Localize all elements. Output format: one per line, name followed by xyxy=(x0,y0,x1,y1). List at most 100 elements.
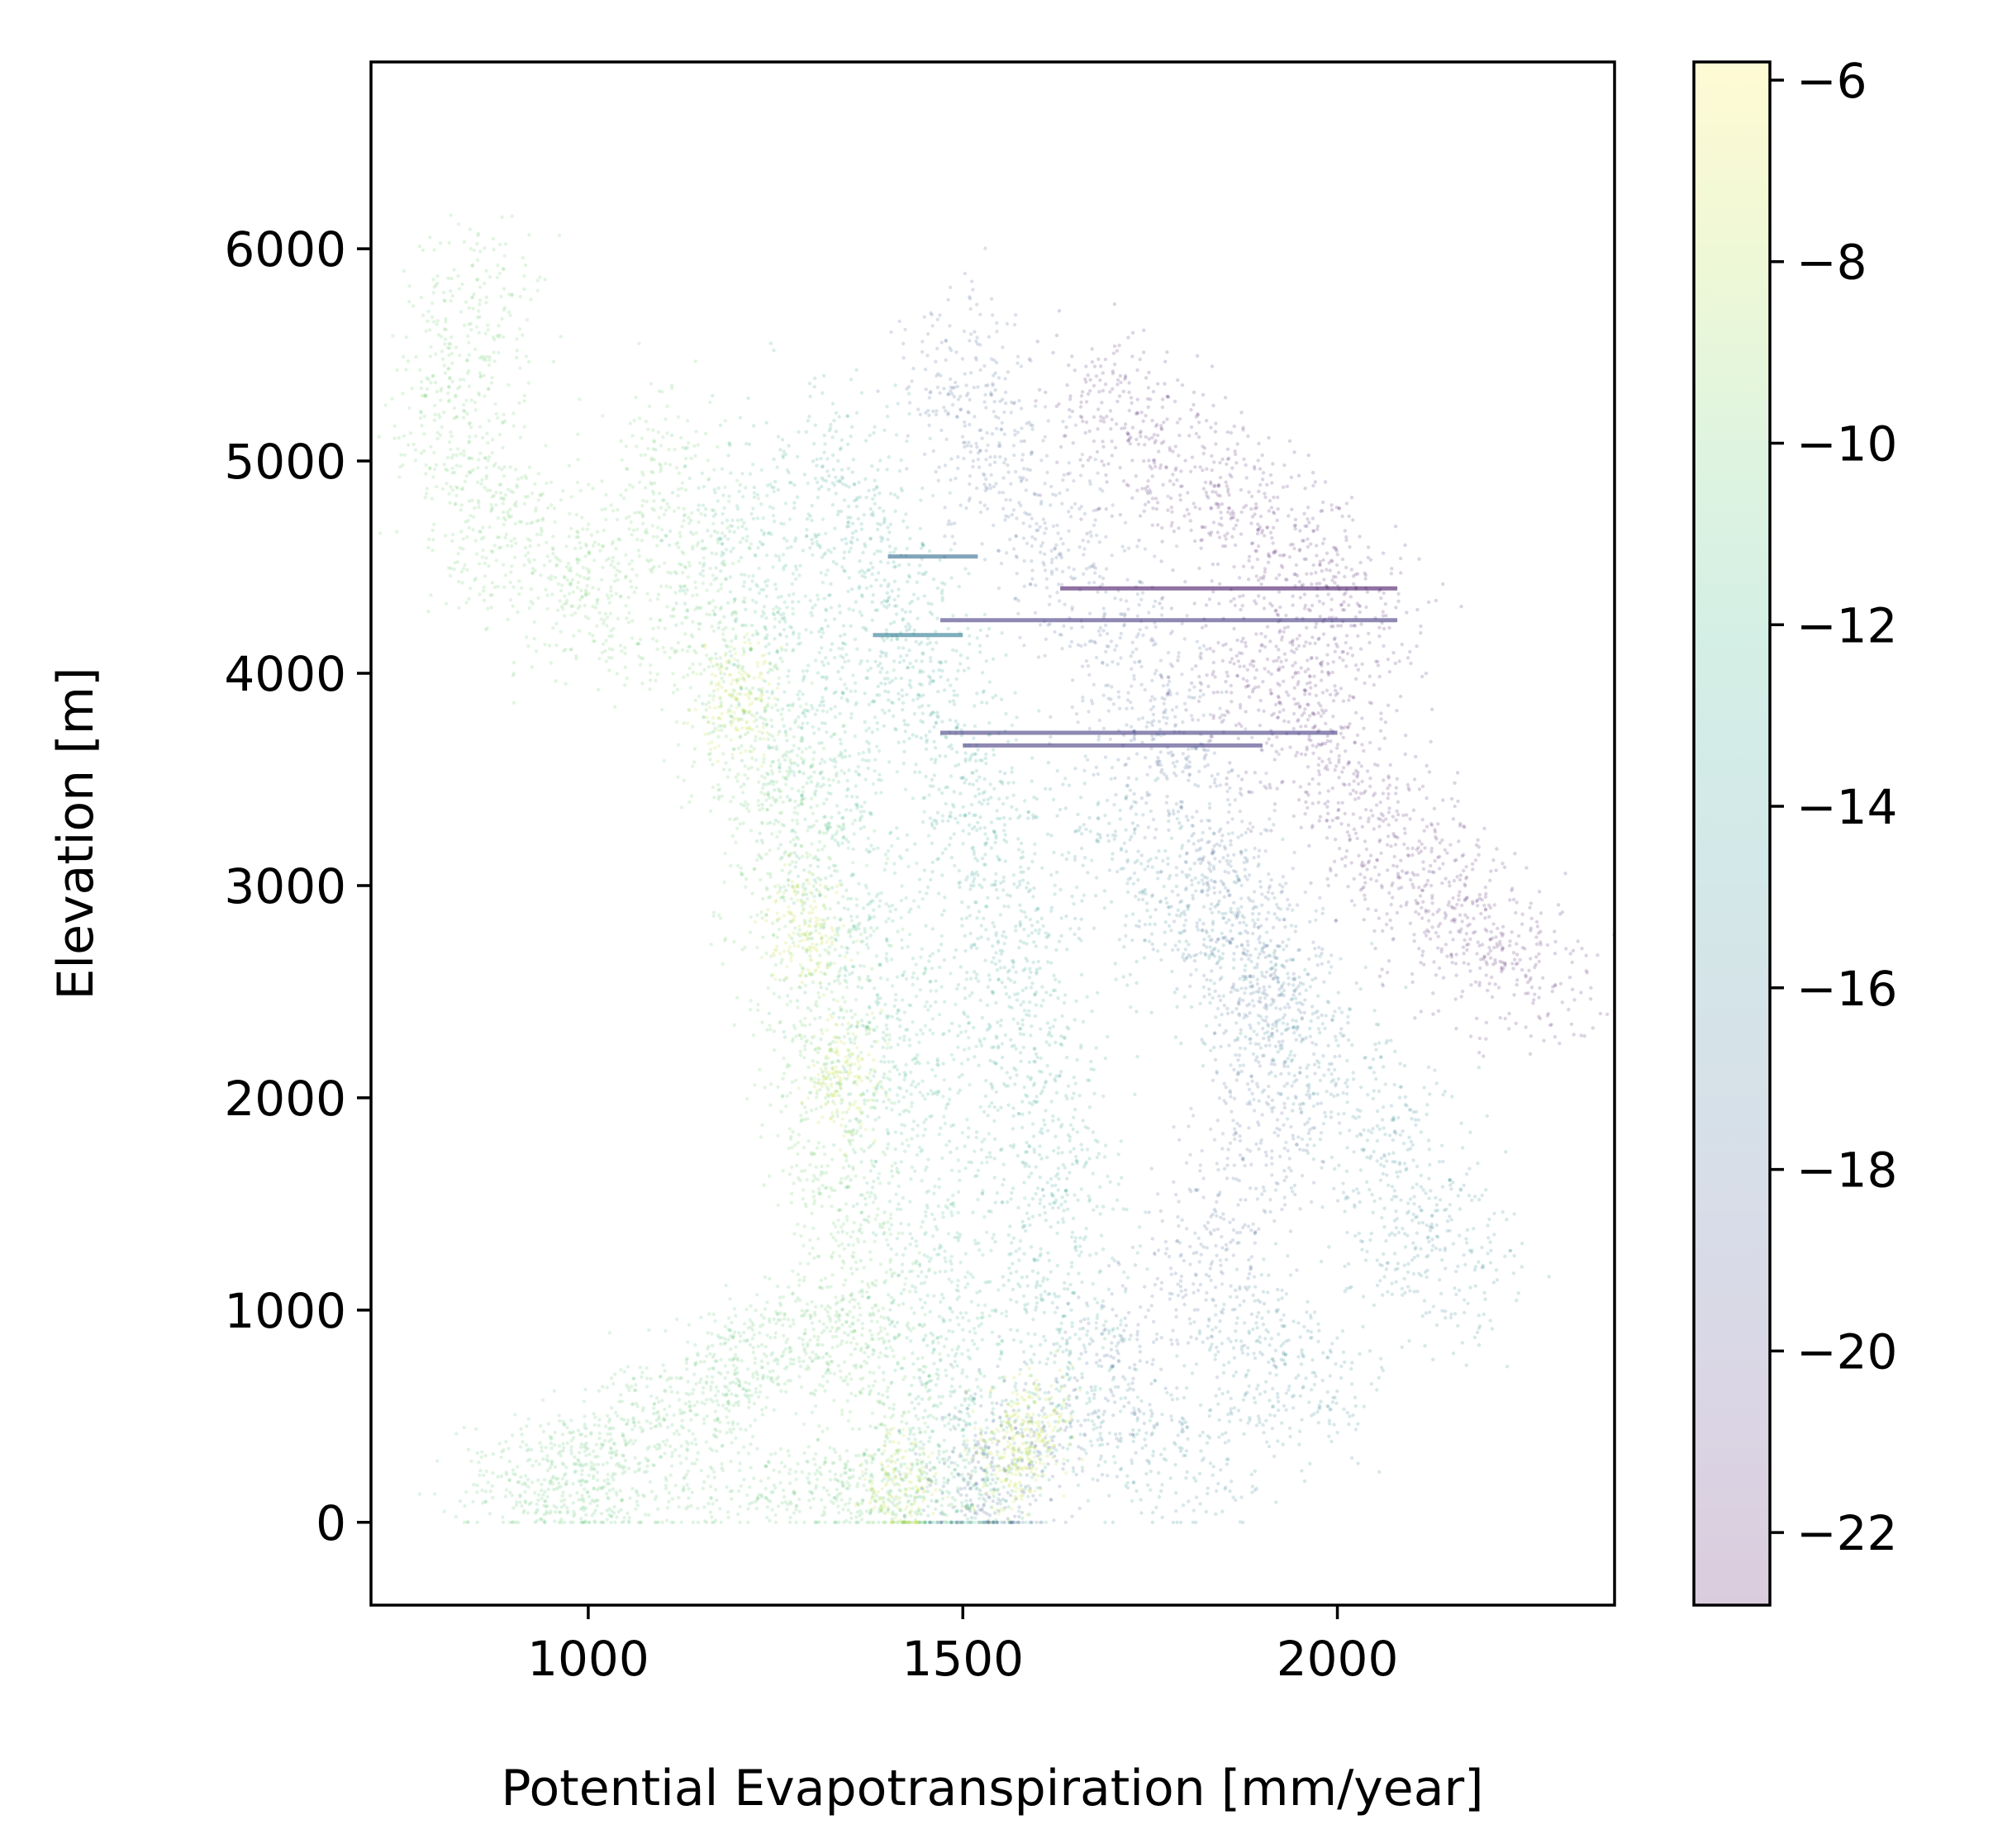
scatter-point-1949 xyxy=(844,1010,849,1014)
scatter-point-4341 xyxy=(800,726,804,730)
scatter-point-3295 xyxy=(751,1346,755,1350)
scatter-point-1252 xyxy=(717,724,721,729)
scatter-point-1571 xyxy=(780,957,784,962)
scatter-point-1289 xyxy=(729,704,734,708)
scatter-point-3069 xyxy=(734,1394,738,1398)
scatter-point-1895 xyxy=(788,1090,792,1095)
scatter-point-2236 xyxy=(851,1315,855,1319)
scatter-point-967 xyxy=(727,440,731,445)
scatter-point-3414 xyxy=(653,1444,657,1449)
scatter-point-3568 xyxy=(759,1479,763,1484)
scatter-point-843 xyxy=(591,634,595,638)
scatter-point-196 xyxy=(472,515,476,519)
scatter-point-2717 xyxy=(578,1451,582,1455)
scatter-point-1659 xyxy=(802,919,806,923)
scatter-point-2998 xyxy=(740,1387,745,1391)
scatter-point-4062 xyxy=(756,632,760,636)
scatter-point-4767 xyxy=(927,959,931,963)
scatter-point-81 xyxy=(513,521,517,525)
scatter-point-4430 xyxy=(768,746,773,750)
scatter-point-2377 xyxy=(830,1325,835,1330)
scatter-point-35 xyxy=(496,516,501,520)
scatter-point-3286 xyxy=(783,1366,787,1371)
scatter-point-1126 xyxy=(685,649,690,653)
scatter-point-2951 xyxy=(674,1375,678,1380)
scatter-point-3970 xyxy=(720,550,725,554)
scatter-point-3406 xyxy=(584,1513,588,1517)
scatter-point-2999 xyxy=(663,1369,667,1373)
scatter-point-901 xyxy=(696,443,701,447)
scatter-point-290 xyxy=(447,385,451,389)
scatter-point-3726 xyxy=(837,1520,841,1525)
scatter-point-3803 xyxy=(965,1452,970,1456)
scatter-point-992 xyxy=(652,499,656,503)
scatter-point-2467 xyxy=(491,1452,496,1456)
scatter-point-857 xyxy=(649,671,653,675)
scatter-point-3763 xyxy=(822,1513,827,1517)
scatter-point-4871 xyxy=(887,1077,892,1082)
scatter-point-4492 xyxy=(838,711,842,715)
scatter-point-221 xyxy=(428,465,432,470)
scatter-point-4325 xyxy=(806,709,811,713)
scatter-point-954 xyxy=(601,414,605,418)
scatter-point-1059 xyxy=(685,608,689,612)
scatter-point-1527 xyxy=(796,821,800,826)
scatter-point-4538 xyxy=(838,953,842,958)
scatter-point-302 xyxy=(447,240,451,245)
scatter-point-3705 xyxy=(831,1501,835,1505)
scatter-point-887 xyxy=(664,584,668,588)
scatter-point-4066 xyxy=(808,598,812,603)
scatter-point-2326 xyxy=(888,1345,892,1350)
scatter-point-1219 xyxy=(774,666,778,670)
scatter-point-1058 xyxy=(704,702,709,707)
scatter-point-1647 xyxy=(788,869,792,874)
scatter-point-4072 xyxy=(779,594,783,599)
scatter-point-4113 xyxy=(783,563,788,568)
scatter-point-981 xyxy=(664,417,668,421)
scatter-point-3333 xyxy=(605,1518,609,1522)
scatter-point-999 xyxy=(703,431,708,435)
scatter-point-911 xyxy=(664,461,668,466)
scatter-point-2933 xyxy=(726,1421,730,1425)
scatter-point-3949 xyxy=(728,590,733,594)
scatter-point-238 xyxy=(464,398,469,403)
scatter-point-3491 xyxy=(667,1499,671,1504)
scatter-point-2359 xyxy=(840,1409,844,1413)
scatter-point-1418 xyxy=(735,826,740,831)
scatter-point-3493 xyxy=(720,1466,724,1470)
scatter-point-1935 xyxy=(844,1124,848,1128)
scatter-point-561 xyxy=(540,518,545,522)
scatter-point-4033 xyxy=(697,486,701,490)
scatter-point-197 xyxy=(450,361,454,365)
scatter-point-4646 xyxy=(851,847,855,852)
scatter-point-959 xyxy=(687,563,692,568)
scatter-point-1168 xyxy=(747,545,751,550)
scatter-point-1378 xyxy=(784,733,788,738)
scatter-point-2737 xyxy=(657,1400,661,1404)
scatter-point-133 xyxy=(456,551,460,556)
scatter-point-309 xyxy=(449,299,453,303)
scatter-point-970 xyxy=(678,562,682,566)
scatter-point-191 xyxy=(452,406,457,411)
scatter-point-2143 xyxy=(812,1256,816,1261)
scatter-point-4560 xyxy=(823,823,828,827)
scatter-point-4512 xyxy=(859,805,864,809)
scatter-point-2423 xyxy=(504,1472,509,1477)
scatter-point-4404 xyxy=(797,746,801,751)
scatter-point-2878 xyxy=(735,1422,740,1426)
scatter-point-301 xyxy=(510,292,515,297)
scatter-point-4832 xyxy=(849,1024,854,1028)
scatter-point-1617 xyxy=(764,913,768,917)
scatter-point-1328 xyxy=(716,782,721,787)
scatter-point-207 xyxy=(398,465,402,469)
scatter-point-3395 xyxy=(599,1512,604,1516)
scatter-point-644 xyxy=(609,503,613,507)
scatter-point-4116 xyxy=(785,539,789,543)
scatter-point-305 xyxy=(557,233,562,238)
scatter-point-1528 xyxy=(851,861,855,865)
scatter-point-3058 xyxy=(744,1389,749,1394)
scatter-point-3570 xyxy=(691,1520,696,1525)
scatter-point-1338 xyxy=(776,667,780,671)
scatter-point-146 xyxy=(432,450,436,455)
scatter-point-1971 xyxy=(819,1173,823,1177)
